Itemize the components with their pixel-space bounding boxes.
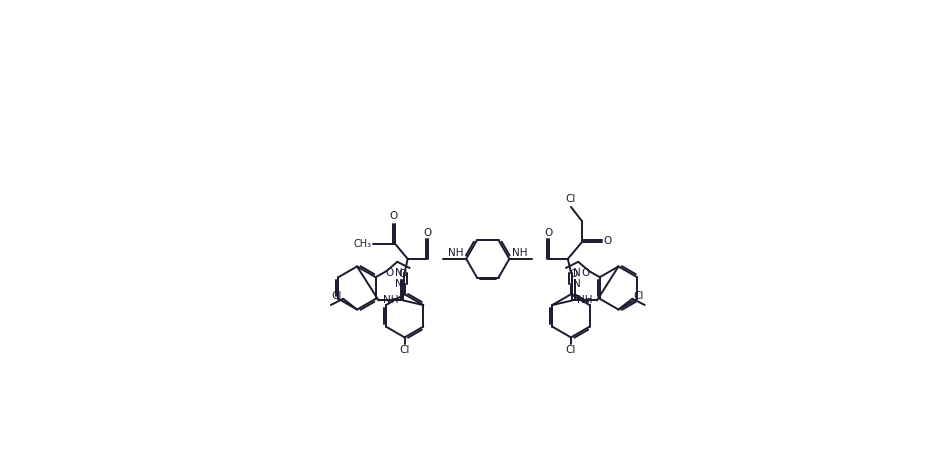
Text: NH: NH [383, 295, 398, 305]
Text: Cl: Cl [566, 194, 576, 204]
Text: Cl: Cl [566, 346, 576, 356]
Text: Cl: Cl [332, 291, 342, 301]
Text: N: N [573, 279, 581, 289]
Text: O: O [570, 269, 577, 279]
Text: Cl: Cl [399, 346, 410, 356]
Text: O: O [604, 236, 612, 246]
Text: O: O [544, 228, 553, 238]
Text: O: O [582, 268, 590, 278]
Text: NH: NH [448, 248, 463, 258]
Text: N: N [395, 268, 402, 278]
Text: O: O [398, 269, 406, 279]
Text: O: O [385, 268, 394, 278]
Text: O: O [423, 228, 432, 238]
Text: O: O [390, 211, 398, 221]
Text: N: N [573, 268, 581, 278]
Text: Cl: Cl [633, 291, 644, 301]
Text: NH: NH [513, 248, 528, 258]
Text: CH₃: CH₃ [354, 238, 372, 248]
Text: NH: NH [577, 295, 592, 305]
Text: N: N [395, 279, 402, 289]
